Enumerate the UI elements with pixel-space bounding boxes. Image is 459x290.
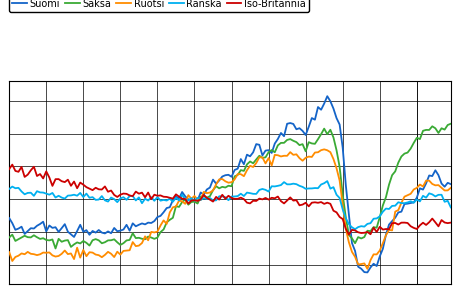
- Iso-Britannia: [145, 191, 151, 194]
- Suomi: [373, 264, 379, 268]
- Saksa: [145, 235, 151, 238]
- Suomi: [324, 95, 329, 98]
- Iso-Britannia: [367, 233, 372, 236]
- Saksa: [74, 241, 80, 244]
- Suomi: [37, 222, 43, 226]
- Suomi: [71, 235, 77, 239]
- Ranska: [447, 206, 453, 209]
- Ruotsi: [373, 253, 379, 256]
- Ranska: [6, 187, 12, 191]
- Ruotsi: [447, 186, 453, 190]
- Ruotsi: [6, 251, 12, 254]
- Saksa: [364, 229, 369, 233]
- Saksa: [37, 237, 43, 241]
- Ranska: [373, 217, 379, 220]
- Ranska: [142, 197, 147, 200]
- Suomi: [364, 271, 369, 274]
- Iso-Britannia: [373, 230, 379, 234]
- Ranska: [321, 182, 326, 185]
- Line: Ruotsi: Ruotsi: [9, 149, 450, 269]
- Ruotsi: [321, 148, 326, 151]
- Iso-Britannia: [10, 163, 15, 166]
- Ranska: [367, 222, 372, 225]
- Iso-Britannia: [345, 233, 351, 236]
- Ruotsi: [142, 235, 147, 238]
- Ruotsi: [367, 258, 372, 262]
- Ruotsi: [71, 257, 77, 261]
- Suomi: [6, 216, 12, 220]
- Line: Saksa: Saksa: [9, 124, 450, 249]
- Suomi: [321, 102, 326, 105]
- Ruotsi: [364, 267, 369, 271]
- Saksa: [53, 247, 58, 250]
- Ranska: [324, 179, 329, 183]
- Line: Iso-Britannia: Iso-Britannia: [9, 165, 450, 235]
- Iso-Britannia: [324, 201, 329, 204]
- Ranska: [37, 191, 43, 194]
- Suomi: [447, 182, 453, 186]
- Line: Ranska: Ranska: [9, 181, 450, 229]
- Suomi: [142, 223, 147, 226]
- Saksa: [324, 133, 329, 136]
- Ruotsi: [37, 253, 43, 256]
- Iso-Britannia: [447, 221, 453, 224]
- Saksa: [447, 122, 453, 126]
- Ranska: [352, 227, 357, 231]
- Ruotsi: [324, 148, 329, 152]
- Suomi: [367, 266, 372, 269]
- Saksa: [6, 236, 12, 239]
- Ranska: [71, 193, 77, 196]
- Iso-Britannia: [6, 167, 12, 171]
- Iso-Britannia: [74, 186, 80, 190]
- Iso-Britannia: [40, 177, 46, 180]
- Saksa: [370, 225, 375, 229]
- Legend: Suomi, Saksa, Ruotsi, Ranska, Iso-Britannia: Suomi, Saksa, Ruotsi, Ranska, Iso-Britan…: [9, 0, 308, 12]
- Line: Suomi: Suomi: [9, 96, 450, 272]
